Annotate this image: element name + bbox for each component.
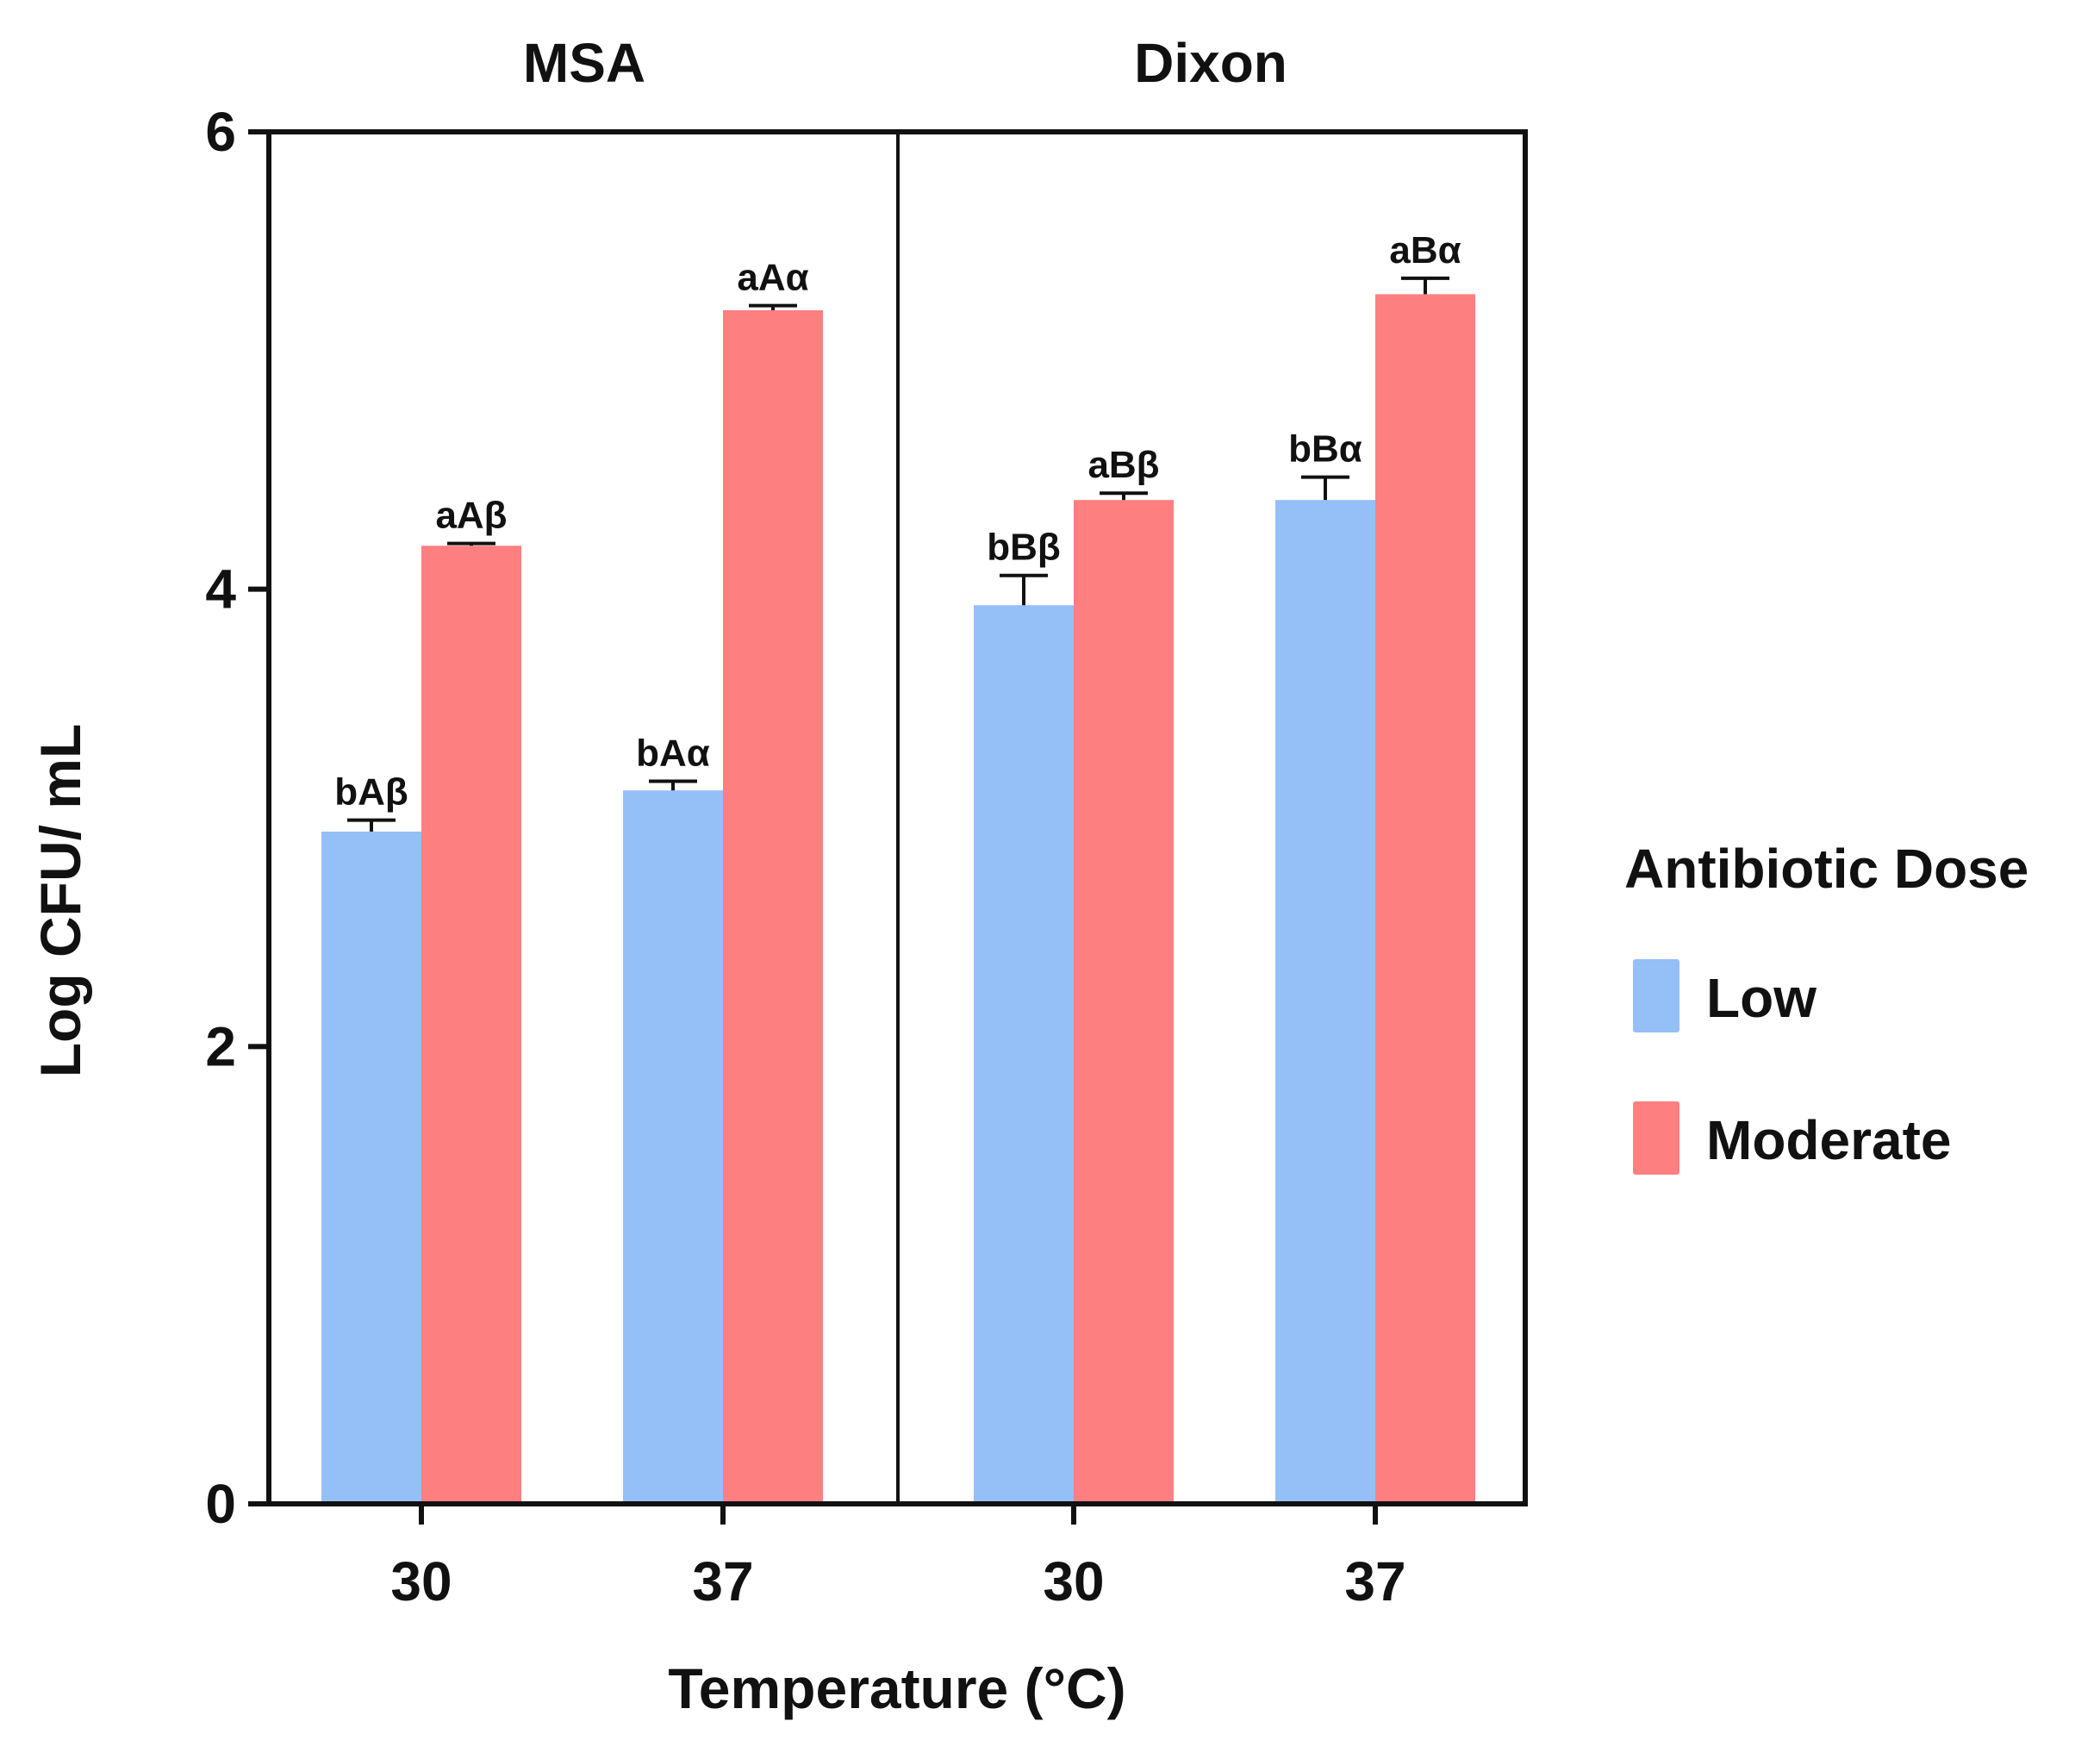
significance-label: bBβ — [987, 527, 1061, 569]
bar-moderate — [723, 309, 823, 1505]
y-tick-label: 0 — [205, 1473, 236, 1535]
panel-title-dixon: Dixon — [1134, 32, 1287, 94]
bar-low — [1275, 500, 1375, 1504]
legend-label-low: Low — [1706, 967, 1816, 1029]
x-axis-title: Temperature (°C) — [668, 1656, 1125, 1720]
legend-swatch-low — [1633, 959, 1679, 1032]
bar-low — [321, 831, 421, 1504]
y-axis-ticks: 0 2 4 6 30 37 30 37 — [205, 101, 1405, 1612]
significance-label: aAα — [737, 257, 808, 299]
x-tick-label: 37 — [1344, 1550, 1405, 1612]
panel-title-msa: MSA — [523, 32, 645, 94]
y-tick-label: 4 — [205, 558, 236, 621]
bar-moderate — [421, 546, 521, 1504]
bar-low — [974, 605, 1074, 1504]
plot-frame — [266, 129, 1528, 1506]
x-tick-label: 30 — [1043, 1550, 1104, 1612]
x-tick-label: 30 — [390, 1550, 452, 1612]
bar-low — [623, 790, 723, 1504]
significance-label: aBβ — [1087, 444, 1159, 486]
significance-label: aAβ — [435, 495, 507, 537]
legend-label-moderate: Moderate — [1706, 1109, 1952, 1171]
significance-label: aBα — [1389, 229, 1461, 271]
y-tick-label: 6 — [205, 101, 236, 163]
y-axis-title: Log CFU/ mL — [28, 724, 92, 1078]
significance-label: bAα — [636, 733, 710, 775]
significance-label: bAβ — [334, 771, 408, 814]
x-tick-label: 37 — [692, 1550, 753, 1612]
legend: Antibiotic Dose Low Moderate — [1624, 838, 2028, 1175]
bar-moderate — [1375, 294, 1475, 1504]
bar-moderate — [1074, 500, 1174, 1504]
significance-label: bBα — [1288, 428, 1362, 471]
legend-title: Antibiotic Dose — [1624, 838, 2028, 900]
y-tick-label: 2 — [205, 1015, 236, 1077]
legend-swatch-moderate — [1633, 1101, 1679, 1175]
